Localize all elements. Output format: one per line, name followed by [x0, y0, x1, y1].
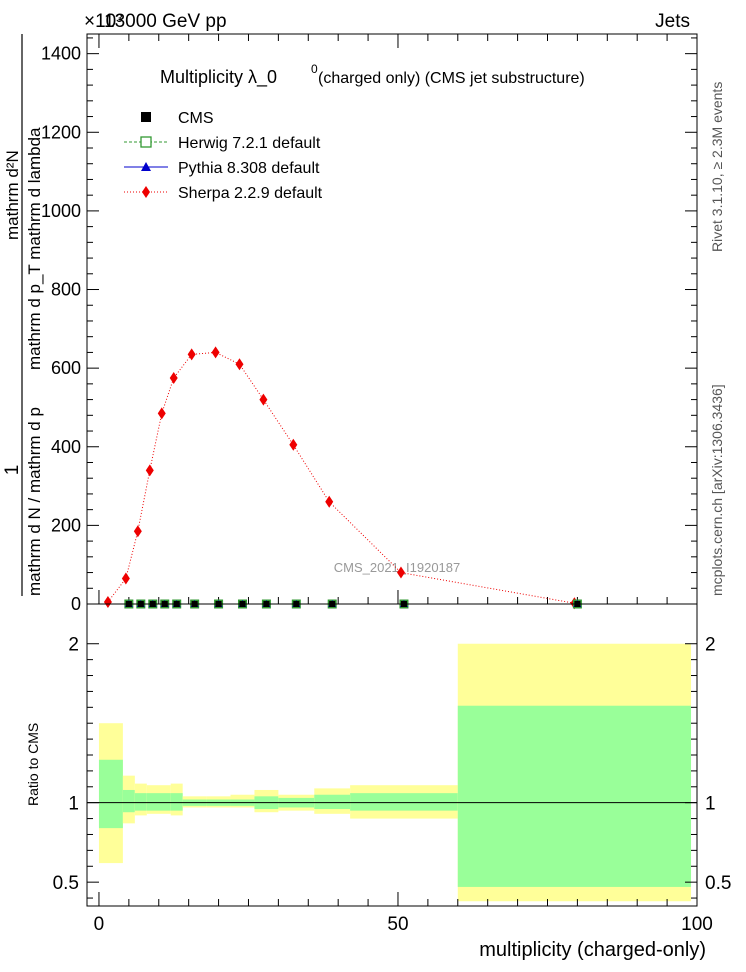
energy-label: 13000 GeV pp [104, 11, 227, 32]
ratio-green-band [457, 705, 692, 887]
legend-label: CMS [178, 110, 214, 127]
rivet-label: Rivet 3.1.10, ≥ 2.3M events [709, 82, 725, 252]
sherpa-point [289, 438, 298, 451]
ratio-y-tick-label-right: 2 [705, 635, 716, 656]
ratio-y-tick-label: 1 [68, 794, 79, 815]
sherpa-point [103, 596, 112, 609]
ratio-y-tick-label-right: 1 [705, 794, 716, 815]
sherpa-point [169, 371, 178, 384]
ratio-bands [87, 643, 697, 902]
sherpa-point [325, 495, 334, 508]
main-title: Multiplicity λ_0 0 (charged only) (CMS j… [160, 62, 585, 88]
main-y-axis-label: 1 mathrm d N / mathrm d p mathrm d²N mat… [2, 34, 44, 596]
y-tick-label: 1000 [41, 201, 81, 221]
jets-label: Jets [655, 11, 690, 32]
sherpa-point [157, 407, 166, 420]
sherpa-point [396, 566, 405, 579]
y-tick-label: 400 [51, 437, 81, 457]
title-main: Multiplicity λ_0 [160, 67, 277, 88]
main-axis-ticks: 0 200 400 600 800 1000 1200 1400 [41, 34, 698, 614]
y-tick-label: 0 [71, 594, 81, 614]
legend-pythia-marker [141, 162, 151, 171]
y-tick-label: 1400 [41, 44, 81, 64]
analysis-watermark: CMS_2021_I1920187 [334, 560, 461, 575]
sherpa-point [235, 358, 244, 371]
y-tick-label: 1200 [41, 122, 81, 142]
ratio-y-tick-label: 0.5 [53, 873, 79, 894]
title-rest: (charged only) (CMS jet substructure) [318, 70, 585, 87]
y-tick-label: 600 [51, 358, 81, 378]
ratio-green-band [98, 759, 123, 829]
y-tick-label: 800 [51, 280, 81, 300]
sherpa-point [145, 464, 154, 477]
y-label-right-bottom: mathrm d p_T mathrm d lambda [25, 127, 44, 370]
legend-label: Pythia 8.308 default [178, 160, 320, 177]
sherpa-point [121, 572, 130, 585]
legend-entry: Pythia 8.308 default [124, 160, 320, 177]
legend-label: Sherpa 2.2.9 default [178, 185, 323, 202]
legend-entry: CMS [141, 110, 214, 127]
legend-label: Herwig 7.2.1 default [178, 135, 321, 152]
y-label-right-top: mathrm d²N [3, 150, 22, 240]
sherpa-point [211, 346, 220, 359]
title-superscript: 0 [311, 62, 318, 76]
exponent-label: ×10³ [84, 11, 123, 32]
sherpa-point [187, 348, 196, 361]
ratio-y-label: Ratio to CMS [25, 723, 41, 806]
sherpa-point [259, 393, 268, 406]
legend: CMS Herwig 7.2.1 default Pythia 8.308 defa… [124, 110, 323, 202]
ratio-green-band [134, 793, 147, 811]
ratio-green-band [314, 794, 351, 810]
x-axis-label: multiplicity (charged-only) [479, 939, 706, 961]
y-label-one: 1 [2, 465, 23, 476]
legend-herwig-marker [140, 136, 152, 148]
ratio-y-tick-label: 2 [68, 635, 79, 656]
x-tick-label: 100 [681, 914, 713, 935]
ratio-axis-ticks: 0.5 0.5 1 1 2 2 0 50 100 [53, 635, 732, 935]
ratio-green-band [122, 789, 135, 813]
y-label-denominator: mathrm d N / mathrm d p [25, 407, 44, 596]
x-tick-label: 50 [387, 914, 408, 935]
ratio-y-tick-label-right: 0.5 [705, 873, 731, 894]
mcplots-label: mcplots.cern.ch [arXiv:1306.3436] [709, 384, 725, 596]
legend-entry: Sherpa 2.2.9 default [124, 185, 323, 202]
ratio-green-band [170, 793, 183, 811]
ratio-green-band [146, 793, 171, 811]
x-tick-label: 0 [94, 914, 105, 935]
sherpa-point [133, 525, 142, 538]
legend-entry: Herwig 7.2.1 default [124, 135, 321, 152]
legend-cms-marker [141, 112, 151, 122]
legend-sherpa-marker [142, 186, 150, 198]
y-tick-label: 200 [51, 515, 81, 535]
ratio-green-band [350, 793, 458, 811]
